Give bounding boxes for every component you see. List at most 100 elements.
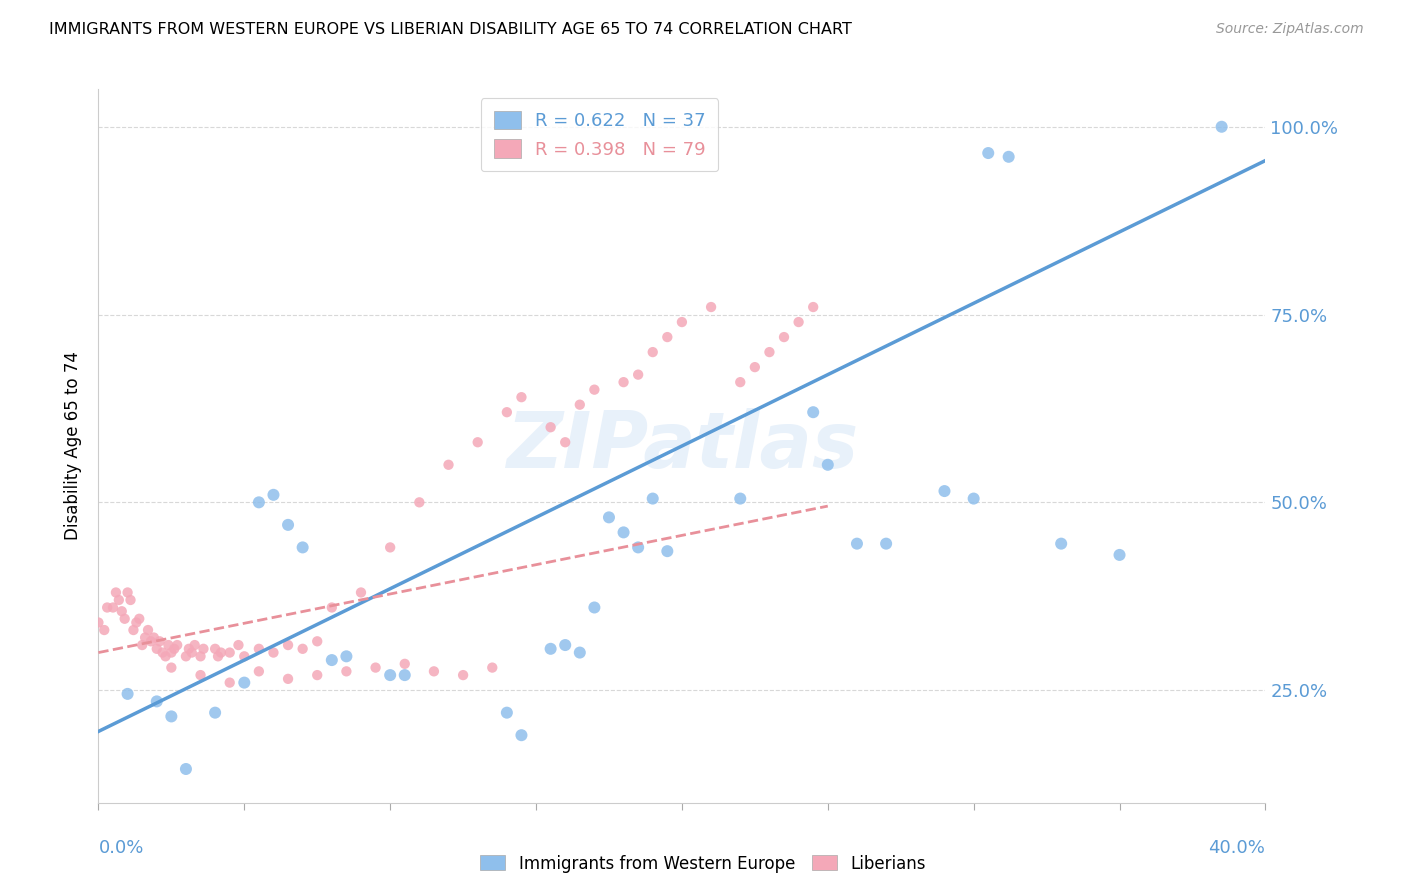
Point — [152, 646, 174, 660]
Point — [408, 495, 430, 509]
Point — [1050, 536, 1073, 550]
Point — [671, 315, 693, 329]
Point — [817, 458, 839, 472]
Point — [437, 458, 460, 472]
Point — [247, 495, 270, 509]
Point — [730, 491, 752, 506]
Point — [568, 646, 591, 660]
Point — [277, 672, 299, 686]
Point — [218, 675, 240, 690]
Point — [801, 405, 824, 419]
Text: 40.0%: 40.0% — [1209, 838, 1265, 856]
Text: ZIPatlas: ZIPatlas — [506, 408, 858, 484]
Point — [423, 665, 446, 679]
Point — [93, 623, 115, 637]
Point — [146, 641, 169, 656]
Point — [394, 657, 416, 671]
Point — [96, 600, 118, 615]
Point — [87, 615, 110, 630]
Point — [598, 510, 620, 524]
Point — [247, 641, 270, 656]
Point — [233, 675, 256, 690]
Point — [627, 368, 650, 382]
Point — [190, 649, 212, 664]
Point — [350, 585, 373, 599]
Point — [321, 600, 343, 615]
Point — [846, 536, 869, 550]
Point — [160, 660, 183, 674]
Point — [467, 435, 489, 450]
Point — [394, 668, 416, 682]
Point — [496, 706, 519, 720]
Point — [540, 420, 562, 434]
Point — [218, 646, 240, 660]
Point — [247, 665, 270, 679]
Point — [146, 694, 169, 708]
Point — [583, 383, 606, 397]
Point — [540, 641, 562, 656]
Point — [875, 536, 897, 550]
Text: Source: ZipAtlas.com: Source: ZipAtlas.com — [1216, 22, 1364, 37]
Point — [180, 646, 202, 660]
Point — [335, 665, 357, 679]
Point — [997, 150, 1019, 164]
Point — [787, 315, 810, 329]
Point — [380, 668, 402, 682]
Point — [612, 375, 634, 389]
Point — [758, 345, 780, 359]
Point — [193, 641, 215, 656]
Point — [262, 646, 284, 660]
Text: 0.0%: 0.0% — [98, 838, 143, 856]
Point — [962, 491, 984, 506]
Point — [111, 604, 134, 618]
Point — [700, 300, 723, 314]
Point — [730, 375, 752, 389]
Point — [128, 612, 150, 626]
Point — [657, 330, 679, 344]
Point — [277, 517, 299, 532]
Point — [122, 623, 145, 637]
Point — [321, 653, 343, 667]
Point — [568, 398, 591, 412]
Point — [1108, 548, 1130, 562]
Point — [108, 593, 131, 607]
Point — [335, 649, 357, 664]
Point — [228, 638, 250, 652]
Point — [291, 641, 314, 656]
Point — [139, 634, 162, 648]
Point — [510, 390, 533, 404]
Point — [120, 593, 142, 607]
Point — [131, 638, 153, 652]
Legend: R = 0.622   N = 37, R = 0.398   N = 79: R = 0.622 N = 37, R = 0.398 N = 79 — [481, 98, 718, 171]
Point — [481, 660, 503, 674]
Point — [204, 706, 226, 720]
Point — [209, 646, 232, 660]
Point — [204, 641, 226, 656]
Point — [136, 623, 159, 637]
Point — [183, 638, 205, 652]
Point — [801, 300, 824, 314]
Point — [496, 405, 519, 419]
Point — [101, 600, 124, 615]
Point — [451, 668, 474, 682]
Point — [125, 615, 148, 630]
Point — [773, 330, 796, 344]
Point — [114, 612, 136, 626]
Text: IMMIGRANTS FROM WESTERN EUROPE VS LIBERIAN DISABILITY AGE 65 TO 74 CORRELATION C: IMMIGRANTS FROM WESTERN EUROPE VS LIBERI… — [49, 22, 852, 37]
Point — [291, 541, 314, 555]
Point — [160, 646, 183, 660]
Point — [134, 631, 156, 645]
Point — [157, 638, 180, 652]
Point — [190, 668, 212, 682]
Point — [160, 709, 183, 723]
Point — [307, 668, 329, 682]
Point — [207, 649, 229, 664]
Point — [149, 634, 172, 648]
Point — [510, 728, 533, 742]
Point — [641, 491, 664, 506]
Point — [117, 585, 139, 599]
Point — [744, 360, 766, 375]
Point — [174, 649, 197, 664]
Point — [554, 435, 576, 450]
Point — [627, 541, 650, 555]
